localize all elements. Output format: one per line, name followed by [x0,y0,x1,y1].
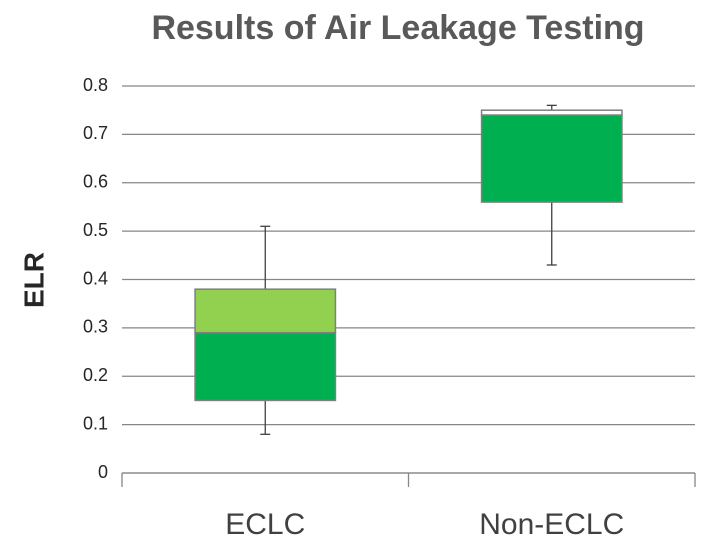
y-tick-label: 0.6 [83,172,108,192]
y-tick-label: 0.8 [83,75,108,95]
x-tick-label: ECLC [225,508,305,541]
box-lower [480,114,623,203]
y-tick-label: 0.3 [83,317,108,337]
box-lower [194,331,337,402]
y-tick-label: 0.2 [83,365,108,385]
y-tick-label: 0 [98,462,108,482]
x-tick-label: Non-ECLC [479,508,624,541]
box-upper [480,109,623,116]
chart-title: Results of Air Leakage Testing [151,9,644,47]
y-tick-label: 0.4 [83,268,108,288]
box-upper [194,288,337,334]
y-tick-label: 0.7 [83,123,108,143]
y-axis-label: ELR [18,252,49,308]
y-tick-label: 0.1 [83,413,108,433]
y-tick-label: 0.5 [83,220,108,240]
